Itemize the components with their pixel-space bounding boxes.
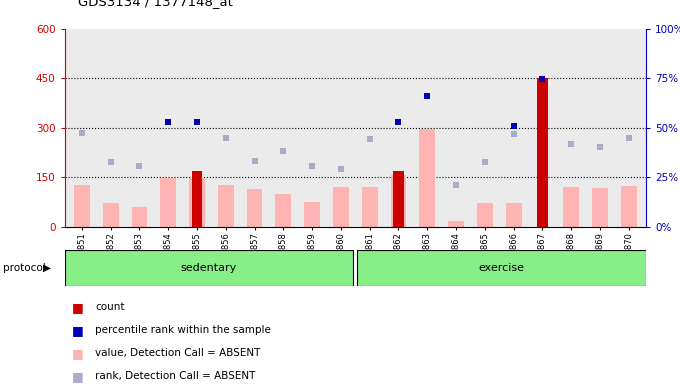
Text: percentile rank within the sample: percentile rank within the sample [95, 325, 271, 335]
Bar [477, 204, 493, 227]
Text: rank, Detection Call = ABSENT: rank, Detection Call = ABSENT [95, 371, 256, 381]
Bar [192, 170, 203, 227]
Bar [131, 207, 148, 227]
Bar [563, 187, 579, 227]
Bar [362, 187, 377, 227]
Bar [621, 186, 636, 227]
Bar [160, 178, 176, 227]
Bar [218, 185, 234, 227]
Bar [592, 188, 608, 227]
Text: ▶: ▶ [43, 263, 51, 273]
Text: ■: ■ [71, 370, 83, 383]
Bar [189, 178, 205, 227]
Text: protocol: protocol [3, 263, 46, 273]
Bar [506, 204, 522, 227]
Text: count: count [95, 302, 124, 312]
Bar [275, 194, 291, 227]
Text: GDS3134 / 1377148_at: GDS3134 / 1377148_at [78, 0, 233, 8]
Bar [333, 187, 349, 227]
Bar [103, 203, 118, 227]
Bar [65, 250, 353, 286]
Text: ■: ■ [71, 324, 83, 337]
Bar [448, 221, 464, 227]
Bar [390, 175, 407, 227]
Bar [74, 185, 90, 227]
Text: sedentary: sedentary [181, 263, 237, 273]
Text: exercise: exercise [479, 263, 525, 273]
Bar [358, 250, 646, 286]
Bar [393, 171, 404, 227]
Text: value, Detection Call = ABSENT: value, Detection Call = ABSENT [95, 348, 260, 358]
Text: ■: ■ [71, 301, 83, 314]
Bar [420, 129, 435, 227]
Bar [247, 189, 262, 227]
Bar [537, 78, 548, 227]
Bar [304, 202, 320, 227]
Text: ■: ■ [71, 347, 83, 360]
